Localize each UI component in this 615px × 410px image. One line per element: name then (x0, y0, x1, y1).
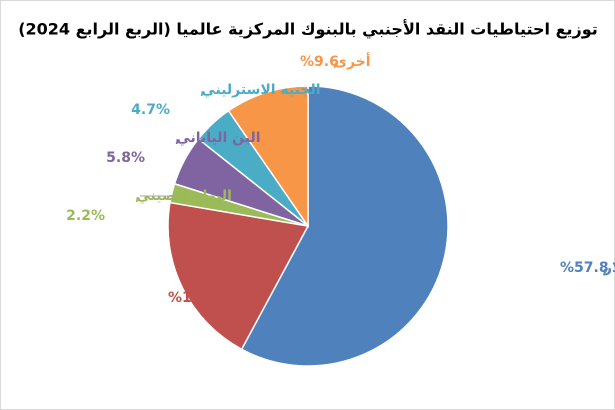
data-label: أخرى,9.6% (300, 52, 371, 70)
data-label: الدولار,57.8% (560, 260, 615, 276)
chart-title: توزيع احتياطيات النقد الأجنبي بالبنوك ال… (18, 20, 598, 40)
category-label: أخرى (334, 52, 370, 70)
category-label: الين الياباني (176, 130, 260, 146)
pie (167, 85, 449, 367)
data-label: 5.8% (106, 150, 145, 166)
label-separator: , (175, 130, 180, 146)
data-label: اليوان الصيني, (135, 188, 232, 204)
label-separator: , (333, 54, 338, 70)
category-label: اليورو (211, 290, 253, 306)
value-label: 19.8% (168, 290, 217, 306)
pie-slice (167, 201, 310, 351)
pie-slice (240, 85, 449, 367)
label-separator: , (135, 188, 140, 204)
value-label: 5.8% (106, 150, 145, 166)
data-labels: الدولار,57.8%اليورو,19.8%اليوان الصيني,2… (66, 52, 615, 306)
category-label: الجنيه الاسترليني (201, 82, 320, 98)
value-label: 57.8% (560, 260, 609, 276)
label-separator: , (200, 82, 205, 98)
value-label: 9.6% (300, 54, 339, 70)
data-label: 2.2% (66, 208, 105, 224)
pie-slice (227, 85, 309, 229)
value-label: 2.2% (66, 208, 105, 224)
category-label: الدولار (603, 260, 615, 276)
value-label: 4.7% (131, 102, 170, 118)
label-separator: , (603, 260, 608, 276)
data-label: الجنيه الاسترليني, (200, 82, 321, 98)
data-label: الين الياباني, (175, 130, 261, 146)
category-label: اليوان الصيني (136, 188, 232, 204)
data-label: اليورو,19.8% (168, 290, 253, 306)
label-separator: , (211, 290, 216, 306)
data-label: 4.7% (131, 102, 170, 118)
